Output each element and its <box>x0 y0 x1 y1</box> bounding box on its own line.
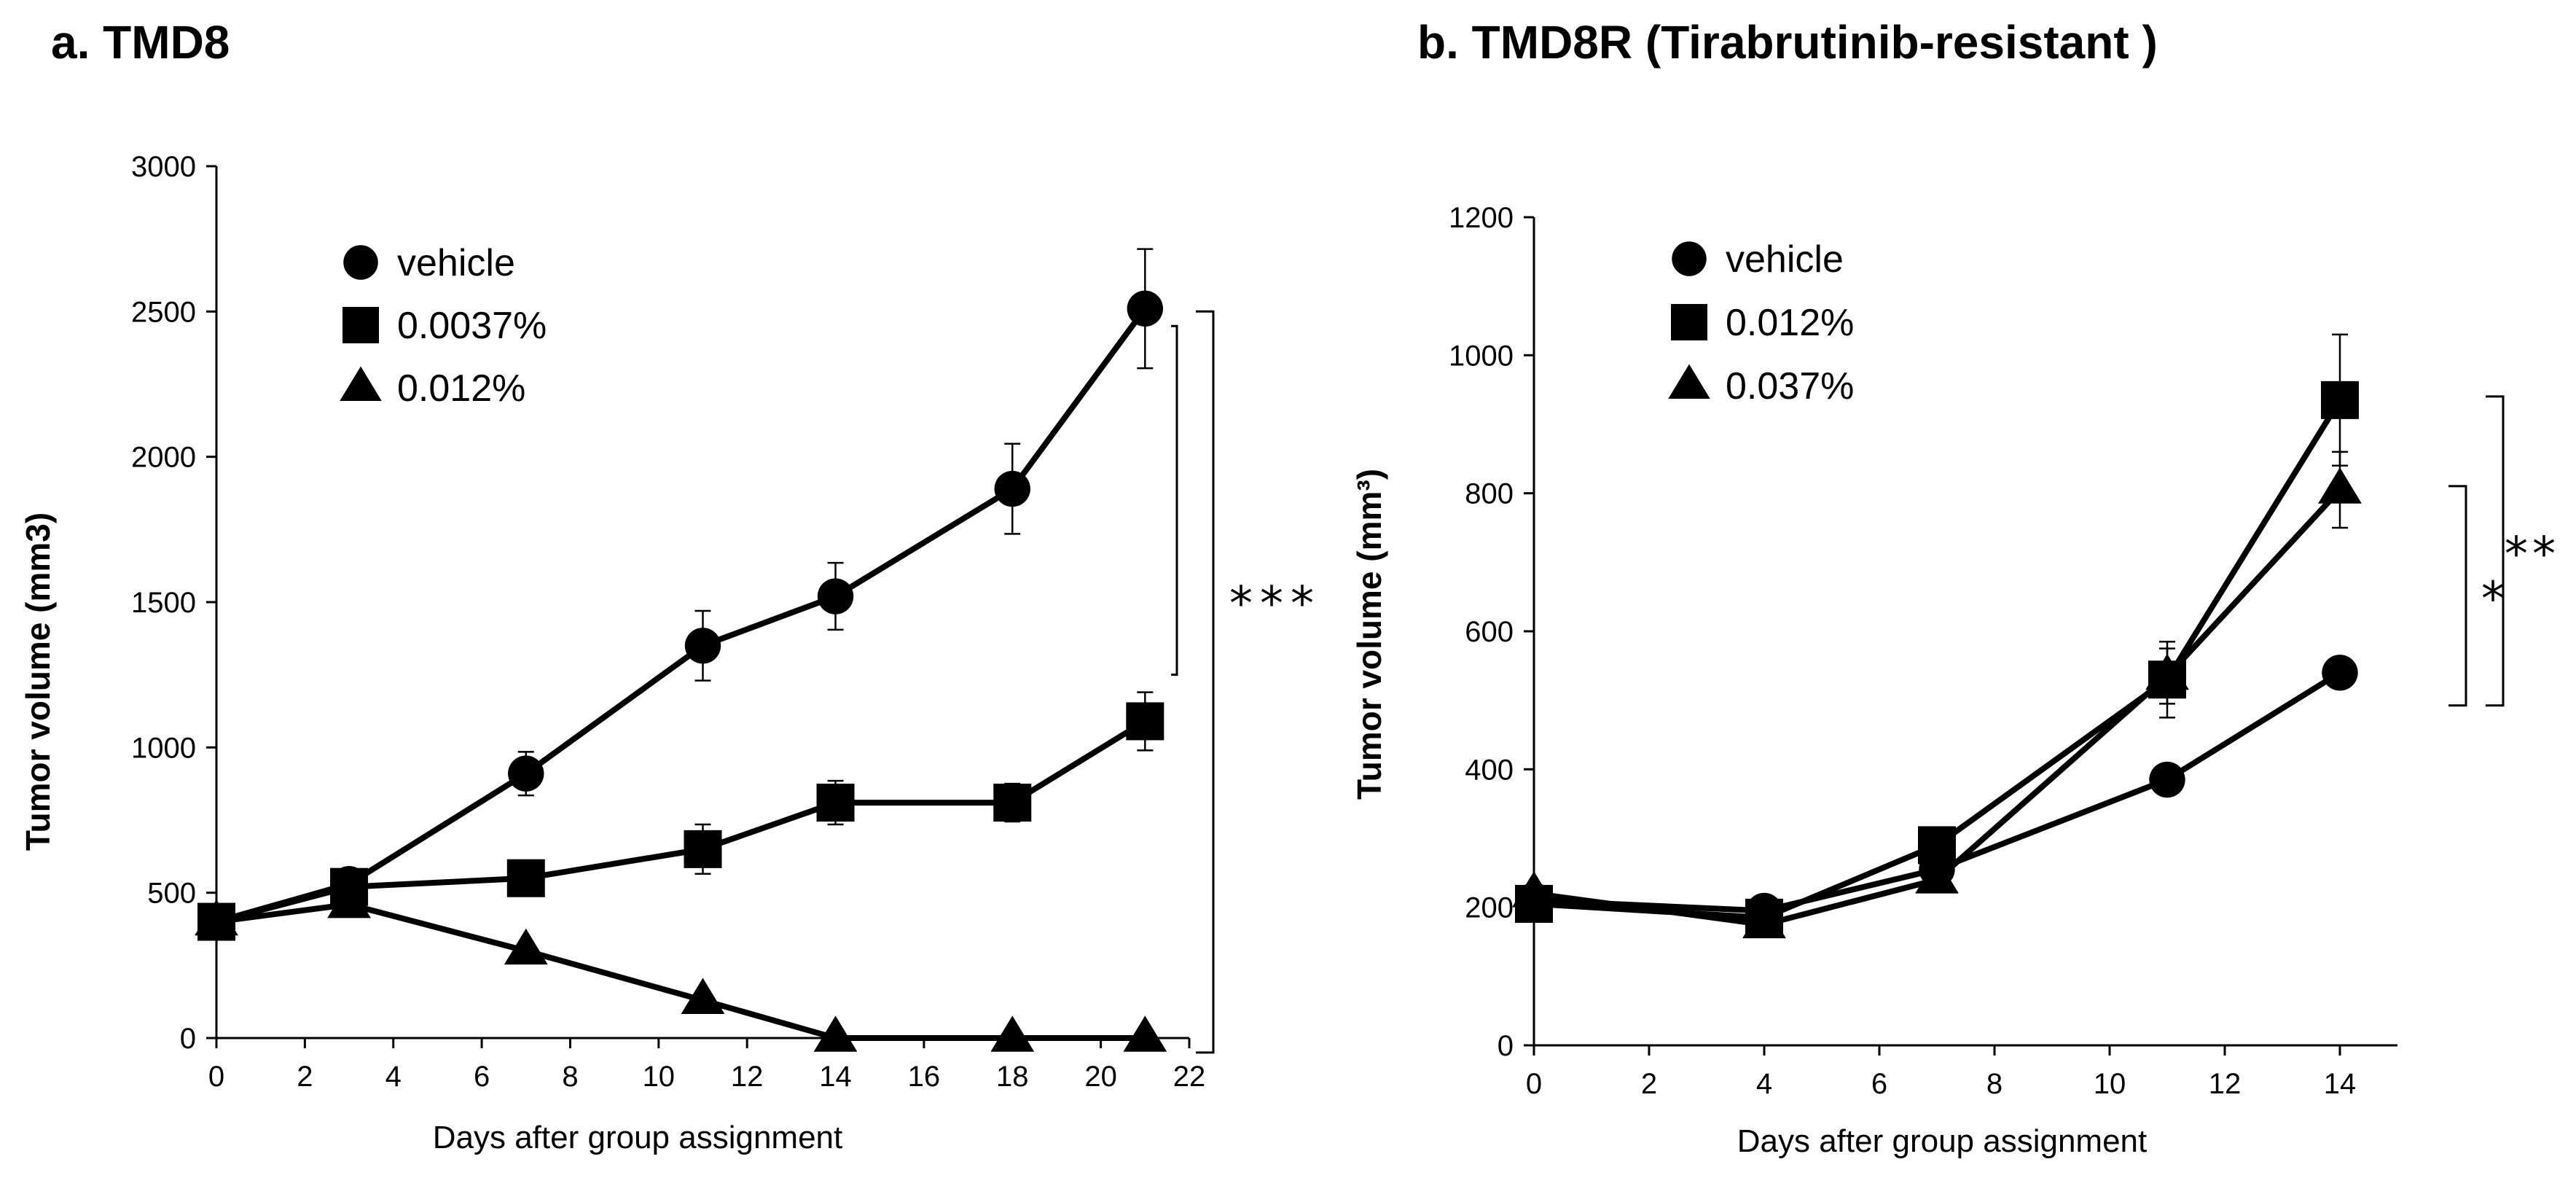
panel-a-y-tick-label: 1500 <box>131 587 196 619</box>
panel-a-legend-label: 0.012% <box>397 367 525 410</box>
panel-b-tmd8r: b. TMD8R (Tirabrutinib-resistant ) Tumor… <box>1350 16 2560 1159</box>
panel-b-legend-label: vehicle <box>1726 238 1844 281</box>
panel-a-x-tick-label: 20 <box>1084 1061 1117 1093</box>
panel-b-legend-label: 0.012% <box>1726 302 1854 344</box>
panel-a-point-square <box>684 830 722 868</box>
panel-a-point-triangle <box>990 1015 1035 1052</box>
panel-a-point-triangle <box>195 899 238 936</box>
panel-b-point-circle <box>2322 655 2358 691</box>
panel-a-x-tick-label: 16 <box>908 1061 941 1093</box>
panel-b-y-tick-label: 1200 <box>1449 202 1514 234</box>
panel-a-point-triangle <box>681 978 725 1014</box>
panel-b-y-tick-label: 600 <box>1465 616 1514 648</box>
panel-b-x-tick-label: 14 <box>2324 1068 2357 1100</box>
panel-b-sig-label: * <box>2481 572 2509 626</box>
panel-b-title: b. TMD8R (Tirabrutinib-resistant ) <box>1417 16 2158 69</box>
panel-a-point-square <box>993 784 1032 822</box>
panel-a-y-tick-label: 0 <box>180 1023 196 1055</box>
panel-b-point-triangle <box>1915 857 1959 894</box>
panel-b-x-tick-label: 12 <box>2209 1068 2242 1100</box>
panel-b-y-tick-label: 200 <box>1465 892 1514 924</box>
panel-a-point-circle <box>817 578 854 615</box>
panel-a-x-tick-label: 12 <box>731 1061 764 1093</box>
panel-b-x-tick-label: 8 <box>1986 1068 2003 1100</box>
panel-a-legend-label: vehicle <box>397 242 515 284</box>
panel-a-point-square <box>1126 702 1164 741</box>
panel-a-point-circle <box>508 755 544 792</box>
panel-a-x-tick-label: 4 <box>385 1061 402 1093</box>
panel-a-sig-bracket-inner <box>1171 324 1178 676</box>
panel-a-sig-bracket <box>1196 310 1215 1054</box>
panel-b-y-tick-label: 1000 <box>1449 340 1514 372</box>
panel-b-point-triangle <box>2318 467 2362 504</box>
panel-b-plot-area: 0 200 400 600 800 1000 1200 0 2 4 6 8 10 12 14 vehicle 0… <box>1449 202 2560 1100</box>
panel-b-sig-label: ** <box>2505 528 2560 582</box>
panel-b-legend-square-icon <box>1671 304 1707 340</box>
panel-a-x-tick-label: 6 <box>474 1061 490 1093</box>
panel-a-series-line <box>216 901 1146 1041</box>
panel-a-point-triangle <box>813 1015 858 1052</box>
panel-a-x-tick-label: 10 <box>643 1061 676 1093</box>
panel-b-legend-label: 0.037% <box>1726 365 1854 407</box>
panel-a-legend-square-icon <box>342 307 379 343</box>
panel-b-point-triangle <box>2145 653 2189 690</box>
panel-b-point-square <box>2321 381 2359 419</box>
panel-a-point-circle <box>684 628 721 664</box>
panel-a-x-axis-title: Days after group assignment <box>433 1120 843 1155</box>
panel-a-x-tick-label: 14 <box>819 1061 852 1093</box>
panel-b-sig-bracket <box>2486 395 2505 707</box>
panel-a-x-tick-label: 18 <box>996 1061 1029 1093</box>
panel-a-point-square <box>816 784 855 822</box>
panel-a-plot-area: 0 500 1000 1500 2000 2500 3000 0 2 4 6 8 10 12 14 16 18 2… <box>131 151 1321 1093</box>
panel-a-series-triangle <box>195 881 1167 1052</box>
panel-b-legend-triangle-icon <box>1668 364 1710 399</box>
panel-a-y-tick-label: 3000 <box>131 151 196 183</box>
panel-b-series-square <box>1515 333 2359 937</box>
panel-b-x-tick-label: 6 <box>1871 1068 1887 1100</box>
panel-a-legend-circle-icon <box>343 245 378 280</box>
panel-a-x-tick-label: 2 <box>297 1061 313 1093</box>
panel-a-x-tick-label: 22 <box>1173 1061 1206 1093</box>
panel-a-point-triangle <box>1123 1015 1167 1052</box>
panel-b-y-tick-label: 0 <box>1498 1030 1514 1062</box>
panel-b-x-axis-title: Days after group assignment <box>1737 1123 2148 1159</box>
panel-a-y-axis-title: Tumor volume (mm3) <box>19 512 57 851</box>
panel-a-legend-triangle-icon <box>340 366 382 402</box>
panel-b-legend-circle-icon <box>1672 241 1707 276</box>
panel-b-point-circle <box>2149 761 2185 798</box>
panel-b-x-tick-label: 4 <box>1756 1068 1772 1100</box>
panel-a-legend-label: 0.0037% <box>397 305 547 347</box>
panel-a-point-circle <box>1127 290 1164 327</box>
panel-a-y-tick-label: 2500 <box>131 296 196 328</box>
panel-b-x-tick-label: 2 <box>1641 1068 1657 1100</box>
panel-a-series-circle <box>198 248 1164 940</box>
panel-b-x-tick-label: 0 <box>1526 1068 1542 1100</box>
panel-b-sig-bracket <box>2448 485 2467 707</box>
panel-a-x-tick-label: 8 <box>562 1061 578 1093</box>
panel-a-y-tick-label: 2000 <box>131 442 196 474</box>
panel-b-point-triangle <box>1742 902 1786 939</box>
panel-a-point-triangle <box>504 928 548 965</box>
panel-b-y-tick-label: 800 <box>1465 478 1514 510</box>
panel-a-y-tick-label: 1000 <box>131 732 196 764</box>
panel-a-tmd8: a. TMD8 Tumor volume (mm3) Days after gr… <box>19 16 1321 1155</box>
panel-a-x-tick-label: 0 <box>208 1061 224 1093</box>
panel-a-y-tick-label: 500 <box>147 878 196 910</box>
panel-a-point-triangle <box>327 881 371 918</box>
panel-a-point-square <box>506 859 545 897</box>
panel-b-point-triangle <box>1512 871 1556 908</box>
panel-b-x-tick-label: 10 <box>2094 1068 2126 1100</box>
panel-b-y-tick-label: 400 <box>1465 754 1514 786</box>
panel-a-sig-label: *** <box>1229 577 1321 631</box>
panel-b-series-triangle <box>1512 450 2362 939</box>
panel-a-point-circle <box>994 470 1030 507</box>
panel-a-title: a. TMD8 <box>51 16 230 69</box>
panel-b-y-axis-title: Tumor volume (mm³) <box>1350 469 1388 800</box>
